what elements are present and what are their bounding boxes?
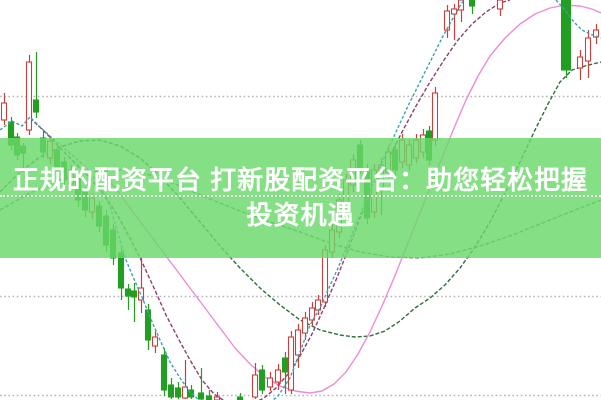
promo-banner[interactable]: 正规的配资平台 打新股配资平台：助您轻松把握 投资机遇 <box>0 138 601 258</box>
banner-gridline-dots <box>0 195 601 197</box>
banner-line-1: 正规的配资平台 打新股配资平台：助您轻松把握 <box>12 165 589 195</box>
banner-line-2: 投资机遇 <box>246 200 355 230</box>
